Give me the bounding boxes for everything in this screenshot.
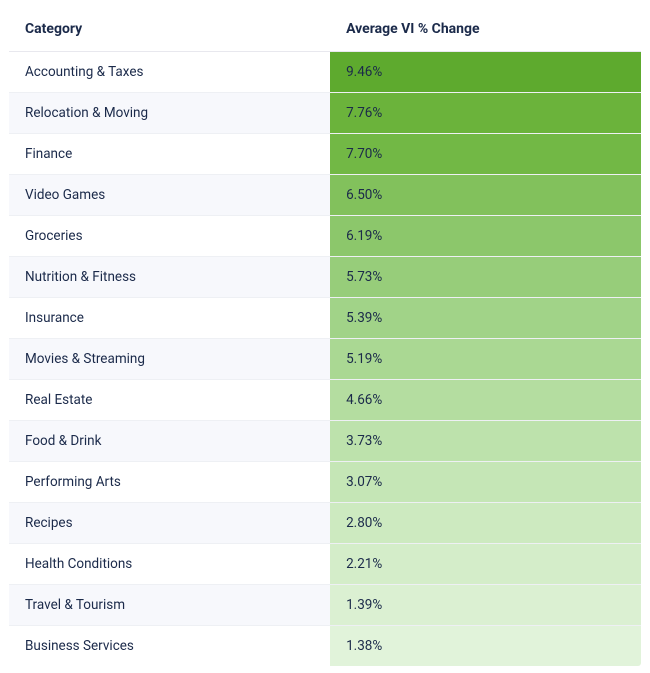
cell-value: 3.73% xyxy=(330,421,641,462)
table-header-row: Category Average VI % Change xyxy=(9,7,642,52)
cell-category: Business Services xyxy=(9,626,331,667)
col-header-value: Average VI % Change xyxy=(330,7,641,52)
table-row: Travel & Tourism1.39% xyxy=(9,585,642,626)
cell-value: 5.19% xyxy=(330,339,641,380)
cell-category: Groceries xyxy=(9,216,331,257)
cell-value: 5.39% xyxy=(330,298,641,339)
cell-category: Movies & Streaming xyxy=(9,339,331,380)
table-row: Finance7.70% xyxy=(9,134,642,175)
cell-category: Relocation & Moving xyxy=(9,93,331,134)
cell-category: Performing Arts xyxy=(9,462,331,503)
cell-value: 2.80% xyxy=(330,503,641,544)
table-row: Business Services1.38% xyxy=(9,626,642,667)
table-row: Video Games6.50% xyxy=(9,175,642,216)
cell-value: 1.38% xyxy=(330,626,641,667)
cell-value: 7.76% xyxy=(330,93,641,134)
cell-value: 6.50% xyxy=(330,175,641,216)
cell-category: Real Estate xyxy=(9,380,331,421)
table-row: Performing Arts3.07% xyxy=(9,462,642,503)
cell-value: 6.19% xyxy=(330,216,641,257)
table-row: Recipes2.80% xyxy=(9,503,642,544)
cell-value: 3.07% xyxy=(330,462,641,503)
table-row: Health Conditions2.21% xyxy=(9,544,642,585)
cell-value: 4.66% xyxy=(330,380,641,421)
cell-value: 2.21% xyxy=(330,544,641,585)
vi-change-table: Category Average VI % Change Accounting … xyxy=(8,6,642,667)
col-header-category: Category xyxy=(9,7,331,52)
cell-category: Insurance xyxy=(9,298,331,339)
cell-category: Nutrition & Fitness xyxy=(9,257,331,298)
cell-category: Food & Drink xyxy=(9,421,331,462)
table-row: Groceries6.19% xyxy=(9,216,642,257)
cell-category: Video Games xyxy=(9,175,331,216)
cell-category: Health Conditions xyxy=(9,544,331,585)
table-row: Nutrition & Fitness5.73% xyxy=(9,257,642,298)
table-row: Accounting & Taxes9.46% xyxy=(9,52,642,93)
table-row: Movies & Streaming5.19% xyxy=(9,339,642,380)
table-row: Relocation & Moving7.76% xyxy=(9,93,642,134)
table-row: Real Estate4.66% xyxy=(9,380,642,421)
table-row: Food & Drink3.73% xyxy=(9,421,642,462)
table-row: Insurance5.39% xyxy=(9,298,642,339)
cell-value: 7.70% xyxy=(330,134,641,175)
cell-value: 9.46% xyxy=(330,52,641,93)
cell-category: Recipes xyxy=(9,503,331,544)
cell-value: 1.39% xyxy=(330,585,641,626)
cell-category: Travel & Tourism xyxy=(9,585,331,626)
cell-value: 5.73% xyxy=(330,257,641,298)
cell-category: Finance xyxy=(9,134,331,175)
cell-category: Accounting & Taxes xyxy=(9,52,331,93)
